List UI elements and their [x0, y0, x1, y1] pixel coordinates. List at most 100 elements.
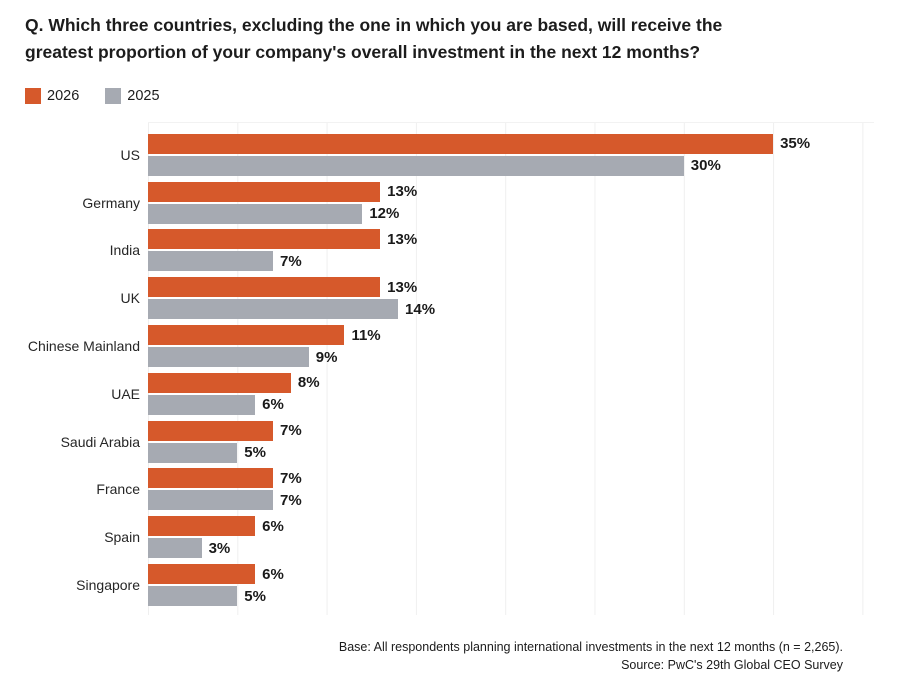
- value-label-2025: 7%: [280, 491, 302, 509]
- bar-2025: [148, 442, 238, 463]
- bar-2026: [148, 277, 381, 298]
- legend-label-2026: 2026: [47, 87, 80, 104]
- value-label-2026: 13%: [387, 183, 418, 201]
- bar-line-2025: 3%: [148, 538, 899, 559]
- chart-row: Saudi Arabia 7% 5%: [0, 418, 899, 466]
- chart-row: UAE 8% 6%: [0, 370, 899, 418]
- value-label-2026: 8%: [297, 374, 320, 392]
- bar-2026: [148, 181, 381, 202]
- bar-track: 13% 14%: [148, 277, 899, 320]
- bar-track: 8% 6%: [148, 372, 899, 415]
- bar-line-2026: 11%: [148, 325, 899, 346]
- category-label: Chinese Mainland: [27, 338, 140, 355]
- category-label: India: [109, 242, 140, 259]
- bar-2025: [148, 586, 238, 607]
- bar-line-2025: 7%: [148, 490, 899, 511]
- value-label-2025: 7%: [280, 252, 302, 270]
- bar-track: 7% 5%: [148, 420, 899, 463]
- bar-2025: [148, 538, 202, 559]
- category-label: Spain: [104, 529, 140, 546]
- bar-line-2025: 12%: [148, 203, 899, 224]
- category-label: Germany: [82, 194, 140, 211]
- bar-2026: [148, 133, 774, 154]
- bar-line-2026: 7%: [148, 468, 899, 489]
- bar-2025: [148, 394, 256, 415]
- bar-line-2026: 35%: [148, 133, 899, 154]
- value-label-2026: 13%: [387, 230, 418, 248]
- legend-item-2025: 2025: [105, 87, 160, 104]
- value-label-2025: 14%: [405, 300, 436, 318]
- bar-2025: [148, 490, 274, 511]
- bar-2026: [148, 516, 256, 537]
- bar-line-2026: 13%: [148, 181, 899, 202]
- bar-line-2026: 6%: [148, 564, 899, 585]
- value-label-2026: 35%: [780, 135, 811, 153]
- bar-line-2025: 9%: [148, 347, 899, 368]
- bar-2025: [148, 347, 309, 368]
- chart-row: UK 13% 14%: [0, 274, 899, 322]
- bar-2025: [148, 203, 363, 224]
- legend-swatch-2025: [105, 87, 122, 104]
- legend-swatch-2026: [25, 87, 41, 104]
- bar-line-2026: 13%: [148, 277, 899, 298]
- base-note: Base: All respondents planning internati…: [338, 640, 843, 654]
- category-label: UK: [120, 290, 140, 307]
- value-label-2026: 13%: [387, 278, 418, 296]
- bar-2026: [148, 564, 256, 585]
- bar-2026: [148, 468, 274, 489]
- category-label: Saudi Arabia: [60, 433, 140, 450]
- value-label-2025: 6%: [262, 396, 284, 414]
- bar-2025: [148, 251, 274, 272]
- value-label-2025: 3%: [208, 539, 231, 557]
- bar-track: 13% 7%: [148, 229, 899, 272]
- bar-2026: [148, 229, 381, 250]
- value-label-2025: 5%: [244, 444, 266, 462]
- bar-line-2025: 14%: [148, 299, 899, 320]
- legend-label-2025: 2025: [127, 87, 160, 104]
- category-label: UAE: [111, 385, 140, 402]
- bar-2026: [148, 325, 345, 346]
- category-label: US: [120, 146, 140, 163]
- value-label-2025: 9%: [315, 348, 338, 366]
- legend-item-2026: 2026: [25, 87, 80, 104]
- chart-row: US 35% 30%: [0, 131, 899, 179]
- value-label-2025: 12%: [369, 205, 400, 223]
- bar-line-2026: 8%: [148, 372, 899, 393]
- bar-line-2025: 7%: [148, 251, 899, 272]
- value-label-2026: 11%: [351, 326, 381, 344]
- bar-line-2026: 6%: [148, 516, 899, 537]
- bar-2025: [148, 155, 684, 176]
- bar-line-2025: 5%: [148, 442, 899, 463]
- chart-row: Germany 13% 12%: [0, 179, 899, 227]
- value-label-2026: 7%: [280, 422, 302, 440]
- bar-track: 6% 3%: [148, 516, 899, 559]
- bar-line-2025: 30%: [148, 155, 899, 176]
- bar-track: 6% 5%: [148, 564, 899, 607]
- category-label: Singapore: [76, 577, 140, 594]
- value-label-2025: 30%: [690, 157, 721, 175]
- value-label-2026: 7%: [280, 469, 302, 487]
- bar-line-2026: 13%: [148, 229, 899, 250]
- chart-row: Chinese Mainland 11% 9%: [0, 322, 899, 370]
- bar-2026: [148, 372, 291, 393]
- source-note: Source: PwC's 29th Global CEO Survey: [621, 658, 843, 672]
- value-label-2026: 6%: [262, 517, 284, 535]
- bar-chart-rows: US 35% 30% Germany 13% 12% India 13% 7% UK 13% 14% C…: [0, 122, 899, 609]
- chart-legend: 2026 2025: [25, 87, 899, 104]
- bar-line-2025: 5%: [148, 586, 899, 607]
- chart-row: Singapore 6% 5%: [0, 561, 899, 609]
- bar-track: 13% 12%: [148, 181, 899, 224]
- chart-row: India 13% 7%: [0, 227, 899, 275]
- chart-question-title: Q. Which three countries, excluding the …: [25, 15, 723, 62]
- chart-row: Spain 6% 3%: [0, 513, 899, 561]
- bar-track: 7% 7%: [148, 468, 899, 511]
- bar-2025: [148, 299, 399, 320]
- bar-track: 35% 30%: [148, 133, 899, 176]
- category-label: France: [96, 481, 140, 498]
- bar-track: 11% 9%: [148, 325, 899, 368]
- bar-line-2026: 7%: [148, 420, 899, 441]
- bar-chart: US 35% 30% Germany 13% 12% India 13% 7% UK 13% 14% C…: [0, 122, 899, 615]
- chart-footnotes: Base: All respondents planning internati…: [0, 638, 899, 674]
- value-label-2025: 5%: [244, 587, 266, 605]
